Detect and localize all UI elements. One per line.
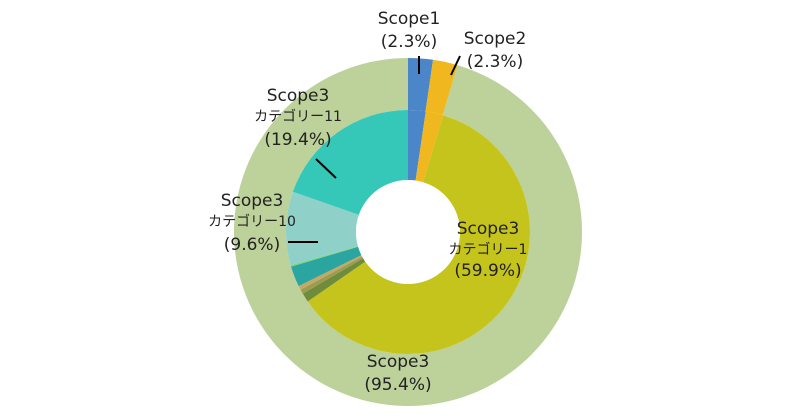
cat1-label-pct: (59.9%) [454,261,521,281]
inner-ring-slice-0 [408,110,426,181]
donut-hole [356,180,460,284]
inner-ring [285,109,531,354]
scope1-label-pct: (2.3%) [381,32,437,52]
cat10-label-pct: (9.6%) [224,235,280,255]
inner-ring-slice-1 [415,111,444,183]
cat11-label-sub: カテゴリー11 [254,108,342,125]
inner-ring-slice-4 [300,256,364,294]
outer-ring-slice-2 [233,58,582,407]
inner-ring-slice-2 [307,115,531,354]
cat1-label-sub: カテゴリー1 [449,241,528,258]
outer-ring-slice-0 [408,58,434,112]
inner-ring-slice-7 [290,246,359,267]
inner-ring-slice-9 [292,109,408,215]
inner-ring-slice-5 [298,255,363,290]
scope3-total-label-title: Scope3 [367,352,430,372]
scope2-label-title: Scope2 [464,29,527,49]
cat1-label-title: Scope3 [457,219,520,239]
outer-ring [233,58,582,407]
scope1-label-title: Scope1 [378,9,441,29]
cat11-label-pct: (19.4%) [264,130,331,150]
cat10-label-title: Scope3 [221,191,284,211]
scope3-total-label-pct: (95.4%) [364,375,431,395]
cat10-label-sub: カテゴリー10 [208,213,296,230]
scope2-leader-line [450,55,461,76]
scope2-label-pct: (2.3%) [467,52,523,72]
inner-ring-slice-8 [285,191,359,266]
inner-ring-slice-3 [302,258,366,302]
cat11-leader-line [315,158,337,179]
inner-ring-slice-6 [291,246,362,287]
outer-ring-slice-1 [425,59,458,116]
cat11-label-title: Scope3 [267,86,330,106]
